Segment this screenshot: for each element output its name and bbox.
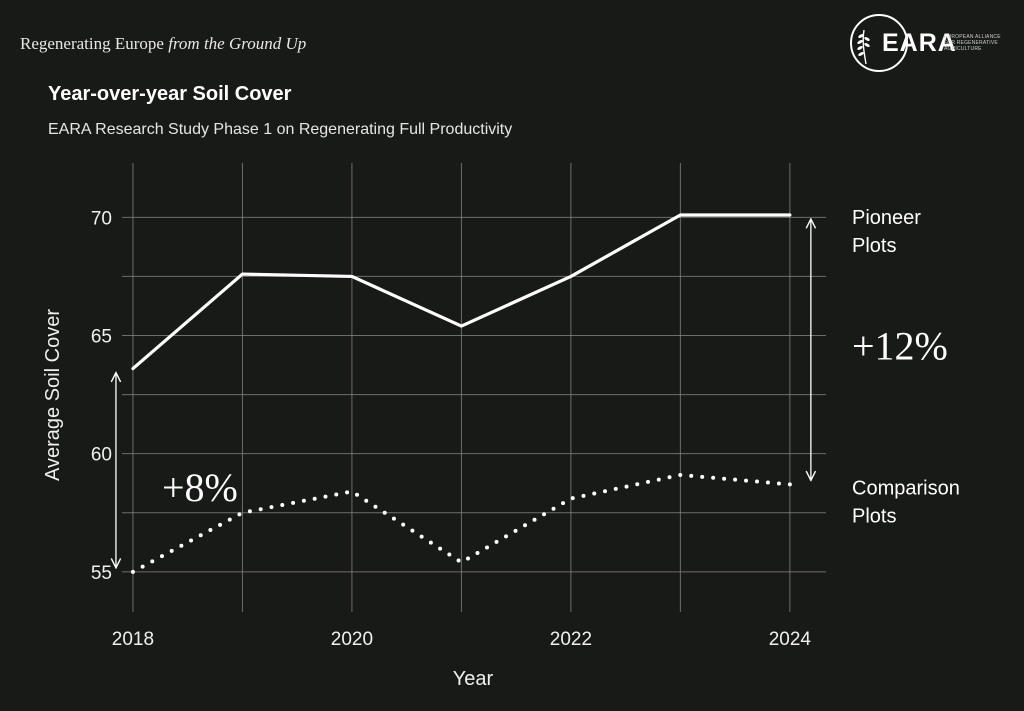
y-tick-label: 65: [91, 327, 112, 348]
logo-subtext: EUROPEAN ALLIANCE FOR REGENERATIVE AGRIC…: [944, 34, 1001, 52]
pioneer-plots-label: Pioneer Plots: [852, 207, 921, 257]
y-tick-label: 60: [91, 445, 112, 466]
annotations: +8% +12%: [116, 219, 948, 568]
tick-labels: 2018 2020 2022 2024 55 60 65 70: [91, 208, 812, 650]
tagline-roman: Regenerating Europe: [20, 34, 164, 53]
x-tick-label: 2018: [112, 629, 154, 650]
y-tick-label: 55: [91, 563, 112, 584]
y-axis-title: Average Soil Cover: [42, 309, 64, 481]
comparison-plots-label: Comparison Plots: [852, 477, 960, 527]
tagline: Regenerating Europe from the Ground Up: [20, 34, 306, 54]
chart-title: Year-over-year Soil Cover: [48, 83, 292, 105]
x-tick-label: 2020: [331, 629, 373, 650]
logo-wordmark: EARA: [882, 29, 957, 57]
y-tick-label: 70: [91, 208, 112, 229]
chart-subtitle: EARA Research Study Phase 1 on Regenerat…: [48, 121, 513, 138]
wheat-sprig-icon: [857, 29, 870, 65]
x-tick-label: 2022: [550, 629, 592, 650]
x-axis-title: Year: [453, 668, 494, 690]
eara-logo: EARA EUROPEAN ALLIANCE FOR REGENERATIVE …: [846, 12, 1006, 76]
delta-label-12-percent: +12%: [852, 324, 948, 369]
logo-circle: [850, 14, 908, 72]
series: Pioneer Plots Comparison Plots: [130, 207, 960, 574]
tagline-italic: from the Ground Up: [168, 34, 307, 53]
x-tick-label: 2024: [769, 629, 812, 650]
delta-label-8-percent: +8%: [162, 465, 238, 510]
grid: [122, 163, 826, 612]
